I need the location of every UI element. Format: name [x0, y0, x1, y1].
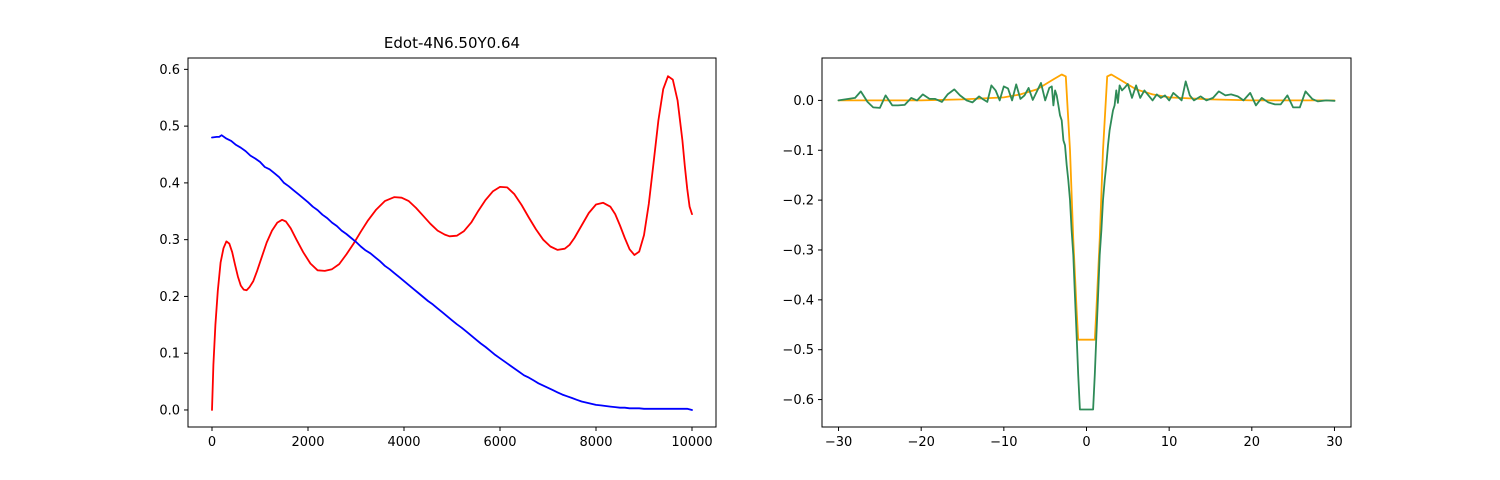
series-line-1 — [211, 75, 693, 411]
y-tick-label: 0.1 — [159, 347, 180, 362]
y-tick-label: 0.3 — [159, 233, 180, 248]
x-tick-label: 10000 — [671, 435, 712, 450]
x-tick-label: −10 — [990, 435, 1017, 450]
y-tick-label: 0.0 — [159, 403, 180, 418]
y-tick-label: −0.5 — [782, 343, 814, 358]
chart-2: −30 −20 −10 0 10 20 30 0.0 −0.1 −0.2 −0.3 −0.4 −0.5 −… — [782, 57, 1352, 450]
chart-1: 0 2000 4000 6000 8000 10000 0.0 0.1 0.2 0.3 0.4 0.5… — [159, 34, 717, 450]
x-tick-label: 4000 — [387, 435, 420, 450]
x-tick-label: −20 — [907, 435, 934, 450]
chart-title: Edot-4N6.50Y0.64 — [384, 34, 520, 52]
x-tick-label: 0 — [208, 435, 216, 450]
y-tick-label: −0.2 — [782, 194, 814, 209]
y-tick-label: 0.2 — [159, 290, 180, 305]
series-line-2 — [211, 134, 693, 411]
y-tick-label: 0.0 — [793, 94, 814, 109]
x-tick-label: 10 — [1161, 435, 1178, 450]
y-tick-label: −0.3 — [782, 243, 814, 258]
x-tick-label: −30 — [825, 435, 852, 450]
y-tick-label: 0.4 — [159, 176, 180, 191]
x-tick-label: 30 — [1326, 435, 1343, 450]
y-tick-label: −0.1 — [782, 144, 814, 159]
y-tick-label: 0.6 — [159, 63, 180, 78]
axes-frame — [187, 57, 717, 428]
y-tick-label: −0.4 — [782, 293, 814, 308]
series-group — [837, 73, 1336, 411]
x-tick-label: 20 — [1244, 435, 1261, 450]
x-tick-label: 6000 — [483, 435, 516, 450]
x-tick-label: 0 — [1082, 435, 1090, 450]
y-tick-label: −0.6 — [782, 393, 814, 408]
x-tick-label: 2000 — [291, 435, 324, 450]
series-line-2 — [837, 80, 1336, 411]
x-tick-label: 8000 — [579, 435, 612, 450]
y-tick-label: 0.5 — [159, 120, 180, 135]
series-group — [211, 75, 693, 411]
